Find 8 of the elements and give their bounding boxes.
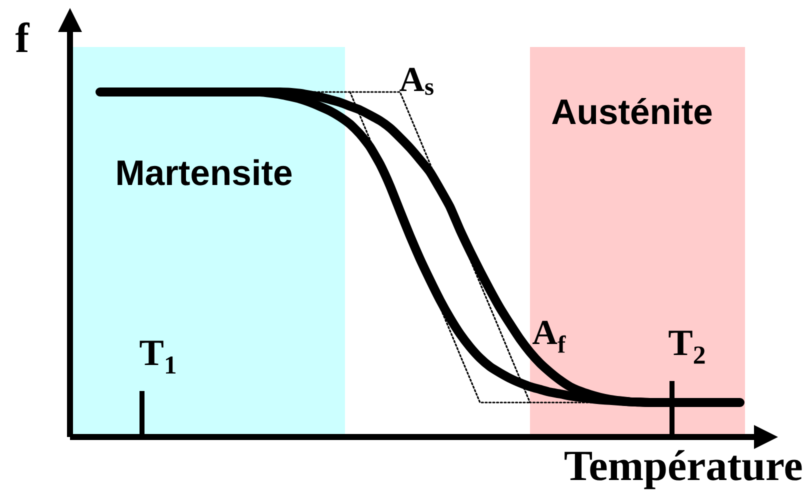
annotation: A$_{f}$ <box>532 320 566 353</box>
y-axis-title: f <box>16 22 30 52</box>
annotation: A$_{s}$ <box>400 68 434 95</box>
annotation: Austénite <box>552 98 712 124</box>
x-axis-title: Température <box>564 450 802 490</box>
annotation: Martensite <box>118 159 292 186</box>
annotation: T$_{2}$ <box>668 330 705 364</box>
annotation: T$_{1}$ <box>140 340 176 374</box>
